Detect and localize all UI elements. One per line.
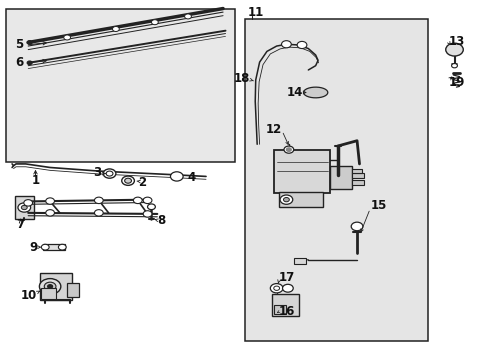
Circle shape xyxy=(64,35,71,40)
Bar xyxy=(41,288,56,298)
Text: 3: 3 xyxy=(93,166,101,179)
Text: 15: 15 xyxy=(371,198,387,212)
Circle shape xyxy=(133,197,142,203)
Bar xyxy=(67,283,79,297)
Bar xyxy=(294,257,306,264)
Text: 10: 10 xyxy=(20,288,36,302)
Text: 19: 19 xyxy=(449,76,465,89)
Circle shape xyxy=(22,205,27,210)
Text: 6: 6 xyxy=(16,56,24,69)
Circle shape xyxy=(95,210,103,216)
Circle shape xyxy=(351,222,363,231)
Bar xyxy=(274,150,330,193)
Bar xyxy=(352,168,362,173)
Text: 7: 7 xyxy=(16,218,24,231)
Circle shape xyxy=(103,169,116,178)
Text: 16: 16 xyxy=(279,305,295,318)
Text: 14: 14 xyxy=(287,86,303,99)
Bar xyxy=(245,19,428,341)
Text: 5: 5 xyxy=(16,39,24,51)
Circle shape xyxy=(171,172,183,181)
Circle shape xyxy=(18,203,30,212)
Circle shape xyxy=(151,20,158,25)
Bar xyxy=(40,273,72,300)
Circle shape xyxy=(280,195,293,204)
Circle shape xyxy=(270,284,283,293)
Polygon shape xyxy=(303,87,328,98)
Circle shape xyxy=(297,41,307,49)
Bar xyxy=(43,244,65,250)
Bar xyxy=(352,173,365,178)
Circle shape xyxy=(147,204,155,210)
Circle shape xyxy=(58,244,66,250)
Circle shape xyxy=(284,146,294,153)
Bar xyxy=(272,294,298,316)
Circle shape xyxy=(287,148,291,152)
Text: 1: 1 xyxy=(31,174,40,187)
Circle shape xyxy=(274,286,280,291)
Circle shape xyxy=(113,27,119,31)
Circle shape xyxy=(95,197,103,203)
Circle shape xyxy=(46,210,54,216)
Circle shape xyxy=(446,43,463,56)
Bar xyxy=(330,166,352,189)
Bar xyxy=(274,305,287,314)
Circle shape xyxy=(44,282,56,291)
Text: 2: 2 xyxy=(138,176,146,189)
Circle shape xyxy=(143,211,152,217)
Circle shape xyxy=(185,14,192,19)
Circle shape xyxy=(282,41,291,48)
Bar xyxy=(279,192,323,207)
Circle shape xyxy=(27,41,32,44)
Circle shape xyxy=(48,285,52,288)
Circle shape xyxy=(452,64,458,68)
Circle shape xyxy=(39,279,61,294)
Text: 18: 18 xyxy=(234,72,250,85)
Text: 13: 13 xyxy=(449,35,465,48)
Text: 8: 8 xyxy=(157,214,166,227)
Bar xyxy=(15,196,33,219)
Text: 9: 9 xyxy=(30,240,38,254)
Circle shape xyxy=(24,200,32,206)
Circle shape xyxy=(106,171,113,176)
Circle shape xyxy=(283,284,293,292)
Text: 4: 4 xyxy=(188,171,196,184)
Text: 11: 11 xyxy=(247,6,264,19)
Circle shape xyxy=(41,244,49,250)
Circle shape xyxy=(122,176,134,185)
Bar xyxy=(352,180,365,185)
Circle shape xyxy=(284,198,289,202)
Text: 12: 12 xyxy=(265,123,282,136)
Text: 17: 17 xyxy=(279,271,295,284)
Bar xyxy=(6,9,235,162)
Circle shape xyxy=(143,197,152,203)
Circle shape xyxy=(124,178,131,183)
Circle shape xyxy=(27,61,32,64)
Circle shape xyxy=(46,198,54,204)
